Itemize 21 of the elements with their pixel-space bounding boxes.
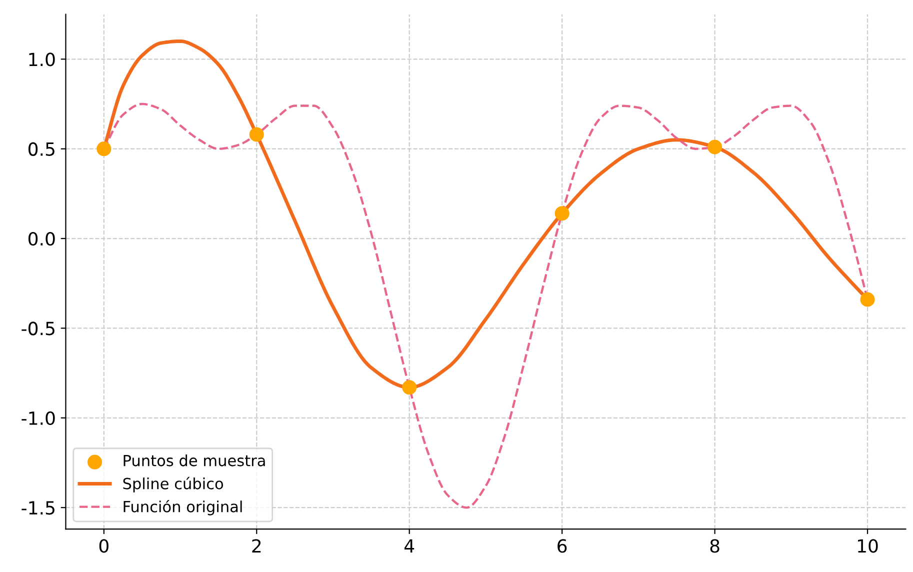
- x-tick-label: 0: [99, 539, 108, 553]
- point: [402, 380, 417, 395]
- x-tick-label: 10: [858, 539, 878, 553]
- y-tick-label: -1.0: [22, 411, 55, 426]
- y-tick-label: -0.5: [22, 322, 54, 336]
- point: [860, 292, 875, 307]
- x-tick-label: 2: [252, 539, 261, 553]
- legend-label: Función original: [124, 500, 242, 516]
- point: [708, 140, 722, 154]
- y-tick-label: 0.0: [28, 232, 55, 246]
- x-tick-label: 4: [404, 539, 414, 553]
- x-tick-label: 6: [558, 539, 567, 553]
- legend-label: Puntos de muestra: [124, 454, 265, 466]
- point: [554, 206, 570, 221]
- point: [96, 142, 112, 156]
- legend-label: Spline cúbico: [123, 476, 224, 492]
- y-tick-label: 1.0: [29, 52, 55, 66]
- x-tick-label: 8: [710, 539, 720, 553]
- y-tick-label: 0.5: [28, 142, 54, 156]
- point: [249, 127, 264, 142]
- y-tick-label: -1.5: [22, 501, 54, 515]
